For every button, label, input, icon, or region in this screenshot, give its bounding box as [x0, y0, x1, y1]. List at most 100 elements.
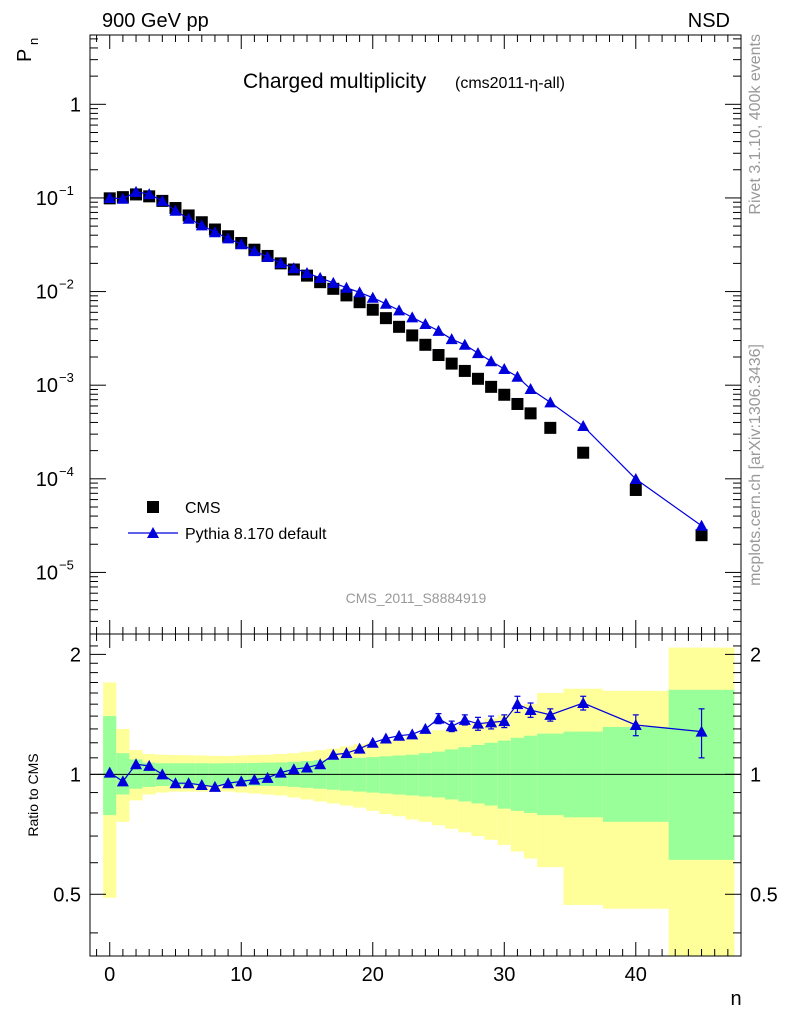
- ratio-data-point: [366, 736, 379, 748]
- main-ylabel-subscript: n: [26, 38, 41, 45]
- cms-data-point: [511, 397, 524, 410]
- ratio-data-point: [169, 777, 182, 789]
- legend-cms-marker: [147, 501, 159, 513]
- ratio-data-point: [143, 759, 156, 771]
- cms-data-point: [524, 407, 537, 420]
- ratio-data-point: [314, 758, 327, 770]
- ratio-data-point: [432, 712, 445, 724]
- pythia-data-point: [248, 245, 261, 257]
- ratio-data-point: [511, 698, 524, 710]
- ratio-data-point: [301, 761, 313, 773]
- pythia-data-point: [287, 262, 300, 274]
- pythia-data-point: [261, 250, 274, 262]
- ratio-frame: [89, 633, 742, 957]
- pythia-data-point: [695, 519, 708, 531]
- x-tick-label: 20: [362, 964, 384, 986]
- cms-data-point: [629, 483, 642, 496]
- pythia-data-point: [524, 383, 537, 395]
- pythia-data-point: [208, 226, 221, 238]
- pythia-data-point: [301, 266, 313, 278]
- pythia-data-point: [182, 212, 195, 224]
- main-ylabel: P: [14, 49, 36, 62]
- y-tick-label-base: 10: [36, 282, 58, 304]
- pythia-data-point: [222, 232, 235, 244]
- x-tick-label: 40: [625, 964, 647, 986]
- cms-data-point: [445, 357, 458, 370]
- ratio-data-point: [485, 716, 498, 728]
- pythia-data-point: [432, 324, 445, 336]
- y-tick-label-base: 10: [36, 375, 58, 397]
- x-tick-label: 10: [230, 964, 252, 986]
- pythia-data-point: [235, 238, 248, 250]
- cms-data-point: [485, 380, 498, 393]
- ratio-data-point: [629, 718, 642, 730]
- pythia-data-point: [195, 219, 208, 231]
- ratio-inner-band-bin: [103, 716, 117, 816]
- legend-cms-label: CMS: [185, 500, 221, 517]
- pythia-data-point: [406, 311, 419, 323]
- ratio-inner-band-bin: [379, 756, 393, 794]
- ratio-data-point: [182, 777, 195, 789]
- y-tick-label-base: 10: [36, 469, 58, 491]
- pythia-data-point: [379, 297, 392, 309]
- ratio-data-point: [544, 708, 557, 720]
- ratio-data-point: [208, 780, 221, 792]
- ratio-data-point: [577, 697, 590, 709]
- cms-data-point: [353, 296, 366, 309]
- ratio-data-point: [248, 773, 261, 785]
- cms-data-point: [379, 312, 392, 325]
- y-tick-label-exponent: −4: [59, 464, 74, 479]
- y-tick-label-base: 10: [36, 562, 58, 584]
- ratio-data-point: [445, 720, 458, 732]
- pythia-data-point: [327, 276, 340, 288]
- pythia-data-point: [130, 185, 143, 197]
- y-tick-label-exponent: −2: [59, 277, 74, 292]
- ratio-y-tick-label-right: 1: [750, 764, 761, 786]
- x-tick-label: 0: [104, 964, 115, 986]
- process-label: NSD: [688, 10, 730, 32]
- ratio-data-point: [261, 771, 274, 783]
- ratio-inner-band-bin: [392, 755, 406, 795]
- y-tick-label-exponent: −3: [59, 370, 74, 385]
- ratio-data-point: [419, 722, 432, 734]
- ratio-data-point: [222, 777, 235, 789]
- legend-pythia-label: Pythia 8.170 default: [185, 526, 327, 543]
- pythia-line: [109, 191, 702, 527]
- ratio-data-point: [274, 766, 287, 778]
- pythia-data-point: [511, 370, 524, 382]
- pythia-data-point: [498, 362, 511, 374]
- cms-data-point: [577, 446, 590, 459]
- main-panel: 10 −510 −410 −310 −210 −11: [36, 34, 742, 635]
- ratio-data-point: [458, 713, 471, 725]
- pythia-data-point: [116, 192, 129, 204]
- cms-data-point: [432, 349, 445, 362]
- ratio-data-point: [340, 747, 353, 759]
- pythia-data-point: [544, 396, 557, 408]
- pythia-data-point: [629, 473, 642, 485]
- ratio-ylabel: Ratio to CMS: [25, 753, 41, 836]
- ratio-data-point: [695, 725, 708, 737]
- y-tick-label-base: 10: [36, 188, 58, 210]
- legend-pythia-marker: [147, 527, 159, 538]
- pythia-data-point: [169, 204, 182, 216]
- ratio-data-point: [103, 766, 116, 778]
- rivet-version-label: Rivet 3.1.10, 400k events: [747, 34, 764, 215]
- pythia-data-point: [314, 271, 327, 283]
- cms-data-point: [695, 529, 708, 542]
- pythia-data-point: [393, 304, 406, 316]
- beam-label: 900 GeV pp: [102, 10, 209, 32]
- pythia-data-point: [366, 291, 379, 303]
- y-tick-label-exponent: −5: [59, 557, 74, 572]
- pythia-data-point: [577, 420, 590, 432]
- mcplots-label: mcplots.cern.ch [arXiv:1306.3436]: [747, 344, 764, 586]
- ratio-data-point: [524, 704, 537, 716]
- ratio-y-tick-label-right: 0.5: [750, 884, 778, 906]
- cms-data-point: [419, 338, 432, 351]
- pythia-data-point: [419, 318, 432, 330]
- ratio-data-point: [156, 768, 169, 780]
- x-tick-label: 30: [493, 964, 515, 986]
- main-y-axis-label: P n: [14, 38, 41, 62]
- x-axis-label: n: [730, 988, 741, 1010]
- pythia-data-point: [485, 355, 498, 367]
- ratio-data-point: [353, 742, 366, 754]
